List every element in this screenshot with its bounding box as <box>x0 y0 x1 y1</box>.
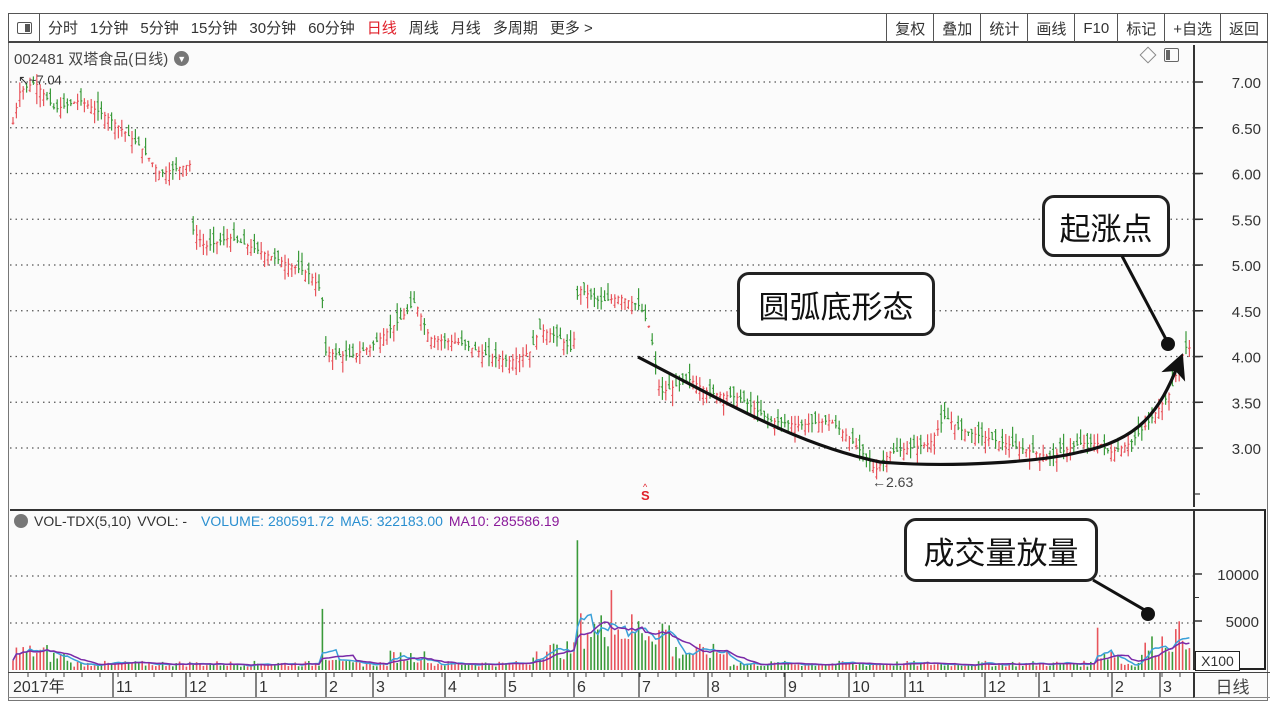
svg-text:6: 6 <box>577 679 586 696</box>
chevron-down-icon[interactable]: ▼ <box>174 51 190 66</box>
rounding-bottom-callout: 圆弧底形态 <box>737 272 935 336</box>
svg-text:S: S <box>641 488 650 503</box>
tab-period-4[interactable]: 30分钟 <box>249 20 297 37</box>
svg-text:3.50: 3.50 <box>1232 395 1261 412</box>
start-point-callout: 起涨点 <box>1042 195 1170 257</box>
volume-surge-callout: 成交量放量 <box>904 518 1098 582</box>
svg-text:4.00: 4.00 <box>1232 350 1261 367</box>
tab-period-2[interactable]: 5分钟 <box>140 20 179 37</box>
svg-text:12: 12 <box>988 679 1006 696</box>
svg-text:^: ^ <box>643 482 648 492</box>
tab-period-7[interactable]: 周线 <box>408 20 439 37</box>
svg-text:10000: 10000 <box>1217 567 1259 584</box>
toolbar-actions: 复权 叠加 统计 画线 F10 标记 +自选 返回 <box>886 14 1267 42</box>
volume-unit: X100 <box>1195 651 1240 671</box>
ma10-value: MA10: 285586.19 <box>448 513 560 529</box>
svg-text:5: 5 <box>508 679 517 696</box>
svg-text:5000: 5000 <box>1226 614 1259 631</box>
tab-period-8[interactable]: 月线 <box>450 20 481 37</box>
panel-toggle-button[interactable] <box>9 13 40 42</box>
svg-text:8: 8 <box>711 679 720 696</box>
svg-text:6.00: 6.00 <box>1232 167 1261 184</box>
svg-text:11: 11 <box>908 679 925 696</box>
svg-text:7.00: 7.00 <box>1232 75 1261 92</box>
svg-text:7: 7 <box>642 679 651 696</box>
price-axis: 7.00 6.50 6.00 5.50 5.00 4.50 4.00 3.50 3.00 <box>1193 45 1268 507</box>
volume-legend: VOL-TDX(5,10) VVOL: - VOLUME: 280591.72 … <box>14 513 559 529</box>
stock-title: 002481 双塔食品(日线) ▼ <box>14 48 190 69</box>
toolbar-button-1[interactable]: 叠加 <box>933 14 980 42</box>
vvol-value: VVOL: - <box>137 513 188 529</box>
tab-period-6[interactable]: 日线 <box>366 20 397 37</box>
period-tabs: 分时 1分钟 5分钟 15分钟 30分钟 60分钟 日线 周线 月线 多周期 更多 > <box>40 17 605 38</box>
toolbar-button-4[interactable]: F10 <box>1074 14 1117 42</box>
svg-text:3.00: 3.00 <box>1232 441 1261 458</box>
toolbar-button-3[interactable]: 画线 <box>1027 14 1074 42</box>
svg-text:4: 4 <box>448 679 457 696</box>
volume-value: VOLUME: 280591.72 <box>201 513 335 529</box>
candlestick-plot[interactable]: ↖~7.04 ←2.63 S^ <box>10 45 1193 507</box>
svg-text:1: 1 <box>259 679 268 696</box>
volume-axis: 10000 5000 <box>1193 509 1266 670</box>
svg-text:6.50: 6.50 <box>1232 121 1261 138</box>
price-chart[interactable]: ↖~7.04 ←2.63 S ^ <box>10 45 1193 507</box>
toolbar-button-5[interactable]: 标记 <box>1117 14 1164 42</box>
svg-text:2: 2 <box>329 679 338 696</box>
svg-text:3: 3 <box>1163 679 1172 696</box>
tab-period-9[interactable]: 多周期 <box>492 20 538 37</box>
tab-period-0[interactable]: 分时 <box>48 20 79 37</box>
tab-period-5[interactable]: 60分钟 <box>308 20 355 37</box>
svg-text:2017年: 2017年 <box>13 678 65 696</box>
stock-title-text: 002481 双塔食品(日线) <box>14 51 169 68</box>
svg-text:12: 12 <box>189 679 207 696</box>
svg-text:4.50: 4.50 <box>1232 304 1261 321</box>
tab-period-1[interactable]: 1分钟 <box>90 20 129 37</box>
svg-text:10: 10 <box>852 679 870 696</box>
svg-text:5.00: 5.00 <box>1232 258 1261 275</box>
date-axis: 2017年 11 12 1 2 3 4 5 6 7 8 9 10 11 12 1 2 3 <box>8 672 1193 698</box>
chevron-down-icon[interactable] <box>14 514 28 528</box>
svg-text:←2.63: ←2.63 <box>872 474 913 490</box>
svg-text:11: 11 <box>116 679 133 696</box>
vol-indicator-name: VOL-TDX(5,10) <box>34 513 132 529</box>
svg-text:↖~7.04: ↖~7.04 <box>18 72 62 87</box>
diamond-icon[interactable] <box>1139 46 1157 64</box>
svg-text:5.50: 5.50 <box>1232 212 1261 229</box>
svg-text:2: 2 <box>1115 679 1124 696</box>
toolbar-button-6[interactable]: +自选 <box>1164 14 1220 42</box>
panel-toggle-icon <box>16 21 32 34</box>
panel-layout-icon[interactable] <box>1164 48 1179 62</box>
toolbar-button-0[interactable]: 复权 <box>886 14 933 42</box>
tab-period-3[interactable]: 15分钟 <box>190 20 238 37</box>
svg-text:9: 9 <box>788 679 797 696</box>
tab-period-10[interactable]: 更多 > <box>549 20 593 37</box>
toolbar-button-7[interactable]: 返回 <box>1219 14 1267 42</box>
ma5-value: MA5: 322183.00 <box>340 513 443 529</box>
chart-tools <box>1139 46 1179 64</box>
toolbar-button-2[interactable]: 统计 <box>980 14 1027 42</box>
period-label: 日线 <box>1193 672 1270 698</box>
svg-text:1: 1 <box>1042 679 1051 696</box>
period-toolbar: 分时 1分钟 5分钟 15分钟 30分钟 60分钟 日线 周线 月线 多周期 更多 > 复权 叠加 统计… <box>8 13 1268 43</box>
svg-text:3: 3 <box>376 679 385 696</box>
